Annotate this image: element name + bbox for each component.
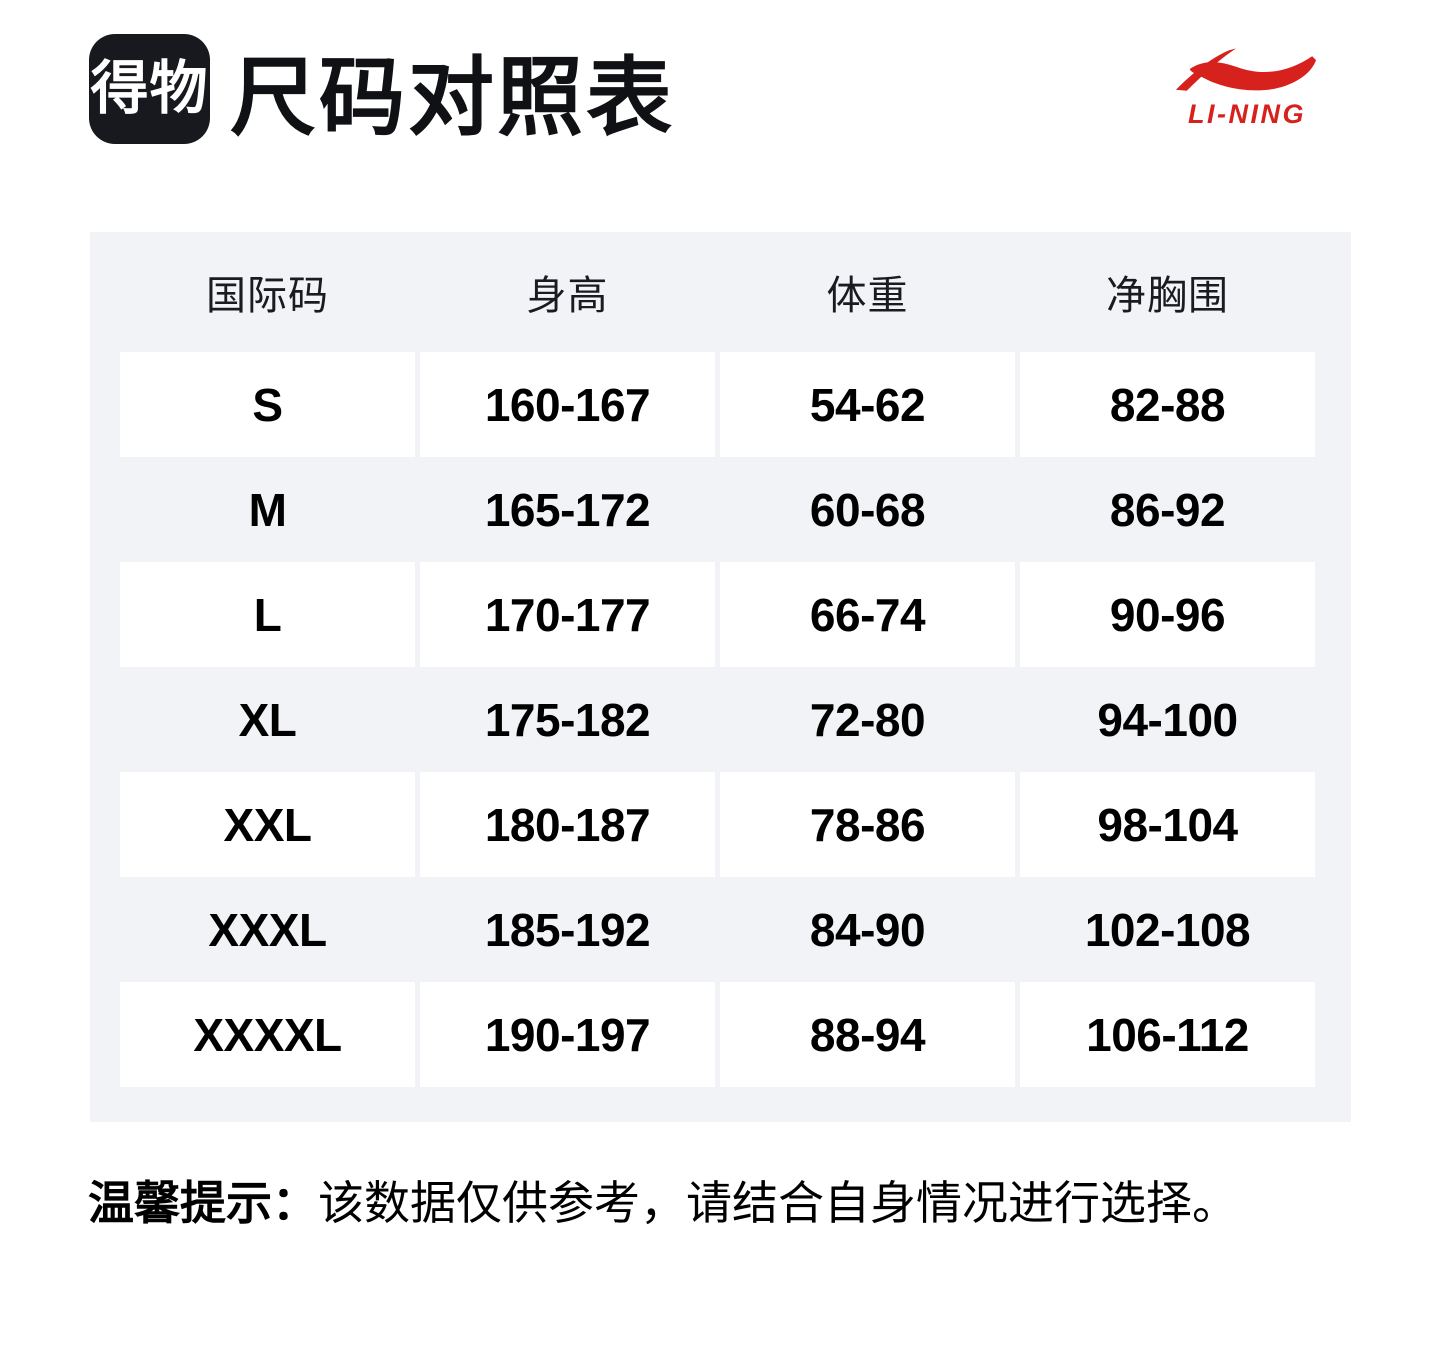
cell-international-size: L — [120, 562, 415, 667]
cell-height: 180-187 — [420, 772, 715, 877]
lining-logo: LI-NING — [1173, 46, 1321, 128]
cell-height: 185-192 — [484, 903, 651, 956]
table-header-row: 国际码 身高 体重 净胸围 — [90, 232, 1351, 352]
cell-height: 160-167 — [420, 352, 715, 457]
cell-weight: 60-68 — [809, 483, 926, 536]
cell-height: 165-172 — [484, 483, 651, 536]
cell-chest: 94-100 — [1097, 693, 1238, 746]
cell-weight: 78-86 — [720, 772, 1015, 877]
cell-international-size: XXXL — [208, 903, 327, 956]
cell-height: 170-177 — [420, 562, 715, 667]
cell-height: 175-182 — [484, 693, 651, 746]
cell-international-size: XL — [238, 693, 297, 746]
footer-tip: 温馨提示：该数据仅供参考，请结合自身情况进行选择。 — [88, 1172, 1388, 1234]
cell-international-size: S — [120, 352, 415, 457]
cell-international-size: M — [248, 483, 287, 536]
cell-weight: 54-62 — [720, 352, 1015, 457]
table-row: XXXXL 190-197 88-94 106-112 — [120, 982, 1315, 1087]
cell-chest: 102-108 — [1084, 903, 1251, 956]
cell-chest: 82-88 — [1020, 352, 1315, 457]
column-header-weight: 体重 — [826, 274, 909, 318]
cell-chest: 86-92 — [1109, 483, 1226, 536]
cell-weight: 72-80 — [809, 693, 926, 746]
cell-chest: 90-96 — [1020, 562, 1315, 667]
lining-swoosh-icon — [1175, 48, 1317, 91]
table-row: XXXL 185-192 84-90 102-108 — [120, 877, 1315, 982]
cell-height: 190-197 — [420, 982, 715, 1087]
table-row: XXL 180-187 78-86 98-104 — [120, 772, 1315, 877]
table-row: M 165-172 60-68 86-92 — [120, 457, 1315, 562]
lining-wordmark: LI-NING — [1188, 99, 1306, 129]
tip-label: 温馨提示： — [88, 1177, 318, 1229]
table-row: L 170-177 66-74 90-96 — [120, 562, 1315, 667]
cell-weight: 84-90 — [809, 903, 926, 956]
page-title: 尺码对照表 — [230, 49, 675, 146]
cell-weight: 66-74 — [720, 562, 1015, 667]
column-header-chest: 净胸围 — [1106, 274, 1229, 318]
cell-chest: 98-104 — [1020, 772, 1315, 877]
dewu-logo-text: 得物 — [90, 56, 209, 121]
tip-text: 该数据仅供参考，请结合自身情况进行选择。 — [318, 1177, 1238, 1229]
table-row: S 160-167 54-62 82-88 — [120, 352, 1315, 457]
size-table: 国际码 身高 体重 净胸围 S 160-167 54-62 82-88 M 16… — [90, 232, 1351, 1122]
cell-international-size: XXL — [120, 772, 415, 877]
cell-weight: 88-94 — [720, 982, 1015, 1087]
table-row: XL 175-182 72-80 94-100 — [120, 667, 1315, 772]
column-header-size: 国际码 — [206, 274, 329, 318]
cell-chest: 106-112 — [1020, 982, 1315, 1087]
size-table-rows: S 160-167 54-62 82-88 M 165-172 60-68 86… — [90, 352, 1351, 1087]
dewu-logo: 得物 — [89, 34, 210, 144]
cell-international-size: XXXXL — [120, 982, 415, 1087]
column-header-height: 身高 — [526, 274, 609, 318]
